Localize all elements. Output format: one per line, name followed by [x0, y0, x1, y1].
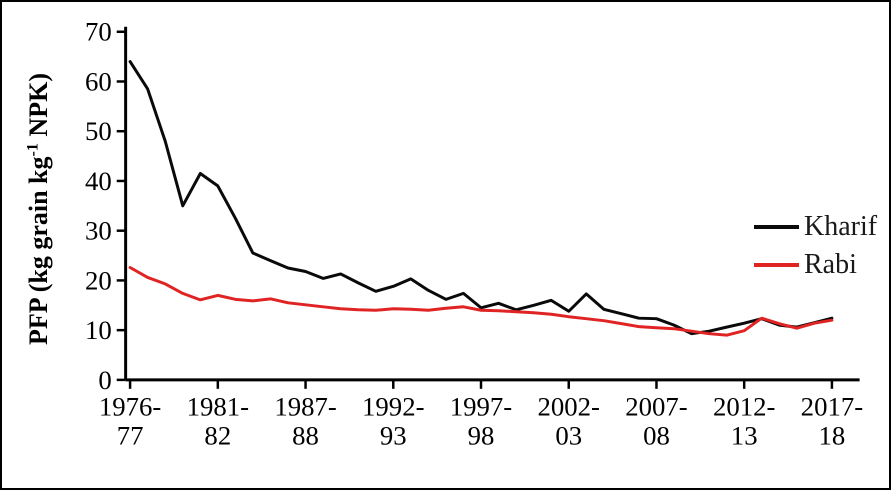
y-tick-label: 40	[85, 166, 112, 196]
legend: Kharif Rabi	[754, 208, 877, 284]
x-tick-label-line1: 2012-	[713, 392, 775, 422]
x-tick-label-line2: 03	[555, 420, 582, 450]
x-tick-label-line1: 1976-	[99, 392, 161, 422]
x-axis-ticks: 1976-77 1981-82 1987-88 1992-93 1997-98 2002-…	[99, 379, 863, 450]
y-tick-label: 30	[85, 216, 112, 246]
y-tick-label: 20	[85, 265, 112, 295]
kharif-line-swatch	[754, 225, 799, 229]
y-axis-title: PFP (kg grain kg-1 NPK)	[24, 9, 54, 409]
x-tick-label-line1: 1987-	[274, 392, 336, 422]
y-tick-label: 60	[85, 66, 112, 96]
legend-label-kharif: Kharif	[804, 211, 878, 242]
x-tick-label-line1: 1981-	[187, 392, 249, 422]
y-tick-label: 10	[85, 315, 112, 345]
x-tick-label-line2: 88	[292, 420, 319, 450]
y-tick-label: 50	[85, 116, 112, 146]
x-tick-label-line2: 82	[204, 420, 231, 450]
legend-item-rabi: Rabi	[754, 246, 877, 284]
x-tick-label-line2: 93	[380, 420, 407, 450]
x-tick-label-line2: 08	[643, 420, 670, 450]
x-tick-label-line2: 77	[117, 420, 144, 450]
rabi-line-swatch	[754, 263, 799, 267]
x-tick-label-line2: 98	[468, 420, 495, 450]
x-tick-label-line1: 1992-	[362, 392, 424, 422]
y-tick-label: 0	[98, 365, 111, 395]
x-tick-label-line1: 2002-	[538, 392, 600, 422]
legend-item-kharif: Kharif	[754, 208, 877, 246]
legend-label-rabi: Rabi	[804, 249, 857, 280]
x-tick-label-line1: 1997-	[450, 392, 512, 422]
rabi-line	[128, 266, 834, 337]
x-tick-label-line2: 18	[819, 420, 846, 450]
y-axis-ticks: 0 10 20 30 40 50 60 70	[85, 17, 126, 395]
y-tick-label: 70	[85, 17, 112, 47]
x-tick-label-line1: 2017-	[801, 392, 863, 422]
x-tick-label-line1: 2007-	[625, 392, 687, 422]
y-axis-title-superscript: -1	[24, 143, 42, 157]
kharif-line	[128, 60, 834, 336]
axes	[124, 26, 860, 382]
y-axis-title-text: PFP (kg grain kg	[24, 156, 53, 345]
y-axis-title-suffix: NPK)	[24, 73, 53, 144]
x-tick-label-line2: 13	[731, 420, 758, 450]
